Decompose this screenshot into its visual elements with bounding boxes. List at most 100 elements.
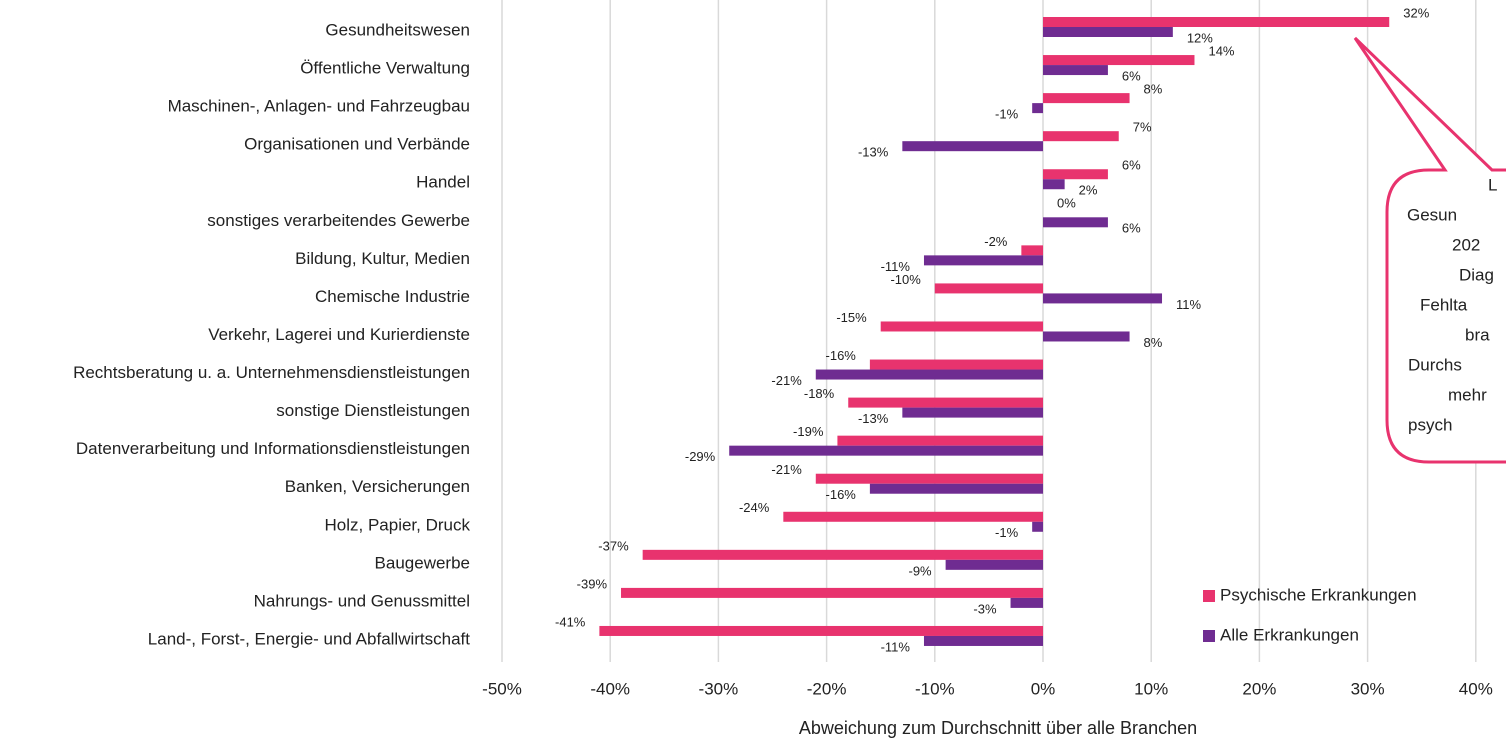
x-tick-label: -40%: [590, 679, 630, 698]
callout-line: psych: [1408, 415, 1452, 434]
value-label: -1%: [995, 107, 1019, 122]
legend-swatch: [1203, 630, 1215, 642]
y-tick-label: Baugewerbe: [375, 553, 470, 572]
bar: [945, 559, 1043, 570]
callout-line: L: [1488, 175, 1497, 194]
value-label: 12%: [1187, 30, 1213, 45]
value-label: -29%: [685, 449, 716, 464]
y-tick-label: Nahrungs- und Genussmittel: [254, 591, 470, 610]
bar: [1043, 55, 1195, 66]
x-tick-label: -10%: [915, 679, 955, 698]
bar: [1043, 93, 1130, 104]
bar: [837, 435, 1043, 446]
value-label: -21%: [771, 373, 802, 388]
value-label: -16%: [826, 348, 857, 363]
value-label: -11%: [881, 259, 911, 274]
callout-line: mehr: [1448, 385, 1487, 404]
x-tick-label: 30%: [1351, 679, 1385, 698]
bar: [1043, 169, 1108, 180]
value-label: 6%: [1122, 158, 1141, 173]
bars: Gesundheitswesen 32% 12% Öffentliche Verwal…: [73, 5, 1430, 654]
callout-line: 202: [1452, 235, 1480, 254]
x-tick-label: -50%: [482, 679, 522, 698]
y-tick-label: Verkehr, Lagerei und Kurierdienste: [208, 325, 470, 344]
bar: [1010, 597, 1043, 608]
bar: [880, 321, 1043, 332]
bar: [869, 483, 1043, 494]
value-label: 6%: [1122, 221, 1141, 236]
y-tick-label: Gesundheitswesen: [325, 20, 470, 39]
bar: [815, 473, 1043, 484]
value-label: 8%: [1144, 335, 1163, 350]
value-label: 2%: [1079, 183, 1098, 198]
value-label: -37%: [598, 538, 629, 553]
y-tick-label: Bildung, Kultur, Medien: [295, 249, 470, 268]
bar: [902, 141, 1043, 152]
callout-line: Diag: [1459, 265, 1494, 284]
bar: [729, 445, 1043, 456]
callout-line: Durchs: [1408, 355, 1462, 374]
value-label: 0%: [1057, 196, 1076, 211]
y-tick-label: Maschinen-, Anlagen- und Fahrzeugbau: [168, 97, 470, 116]
value-label: -3%: [973, 601, 997, 616]
value-label: 6%: [1122, 68, 1141, 83]
y-tick-label: Öffentliche Verwaltung: [300, 59, 470, 78]
y-tick-label: Organisationen und Verbände: [244, 135, 470, 154]
legend-label: Alle Erkrankungen: [1220, 625, 1359, 644]
bar: [815, 369, 1043, 380]
callout-line: bra: [1465, 325, 1490, 344]
bar: [599, 625, 1043, 636]
value-label: -24%: [739, 500, 770, 515]
y-tick-label: Handel: [416, 173, 470, 192]
bar: [1043, 65, 1108, 76]
y-tick-label: sonstiges verarbeitendes Gewerbe: [207, 211, 470, 230]
callout-box: [1353, 36, 1506, 464]
y-tick-label: sonstige Dienstleistungen: [276, 401, 470, 420]
legend-swatch: [1203, 590, 1215, 602]
bar: [1043, 331, 1130, 342]
value-label: -15%: [836, 310, 867, 325]
value-label: -39%: [577, 576, 608, 591]
value-label: 14%: [1208, 43, 1234, 58]
bar: [1043, 179, 1065, 190]
value-label: 11%: [1176, 297, 1201, 312]
bar: [1043, 217, 1108, 228]
value-label: -10%: [890, 272, 921, 287]
y-tick-label: Datenverarbeitung und Informationsdienst…: [76, 439, 470, 458]
x-tick-label: 10%: [1134, 679, 1168, 698]
bar: [1043, 293, 1163, 304]
value-label: -16%: [826, 487, 857, 502]
bar: [902, 407, 1043, 418]
value-label: -13%: [858, 411, 889, 426]
bar: [848, 397, 1043, 408]
value-label: -18%: [804, 386, 835, 401]
x-tick-label: 0%: [1031, 679, 1056, 698]
legend-label: Psychische Erkrankungen: [1220, 585, 1417, 604]
value-label: -13%: [858, 145, 889, 160]
bar: [923, 635, 1043, 646]
value-label: -2%: [984, 234, 1008, 249]
x-tick-label: 40%: [1459, 679, 1493, 698]
bar: [1021, 245, 1043, 256]
value-label: 7%: [1133, 120, 1152, 135]
y-tick-label: Rechtsberatung u. a. Unternehmensdienstl…: [73, 363, 470, 382]
bar: [869, 359, 1043, 370]
x-tick-label: -30%: [699, 679, 739, 698]
bar: [1032, 521, 1043, 532]
bar: [621, 587, 1043, 598]
bar: [1043, 131, 1119, 142]
value-label: 8%: [1144, 82, 1163, 97]
bar: [1043, 17, 1390, 27]
y-tick-label: Land-, Forst-, Energie- und Abfallwirtsc…: [148, 629, 470, 648]
callout-line: Gesun: [1407, 205, 1457, 224]
bar: [923, 255, 1043, 266]
bar: [1043, 27, 1173, 37]
x-tick-label: 20%: [1242, 679, 1276, 698]
value-label: 32%: [1403, 5, 1429, 20]
y-tick-label: Chemische Industrie: [315, 287, 470, 306]
y-tick-label: Holz, Papier, Druck: [325, 515, 471, 534]
x-axis-label: Abweichung zum Durchschnitt über alle Br…: [799, 718, 1197, 738]
value-label: -19%: [793, 424, 824, 439]
bar: [934, 283, 1043, 294]
